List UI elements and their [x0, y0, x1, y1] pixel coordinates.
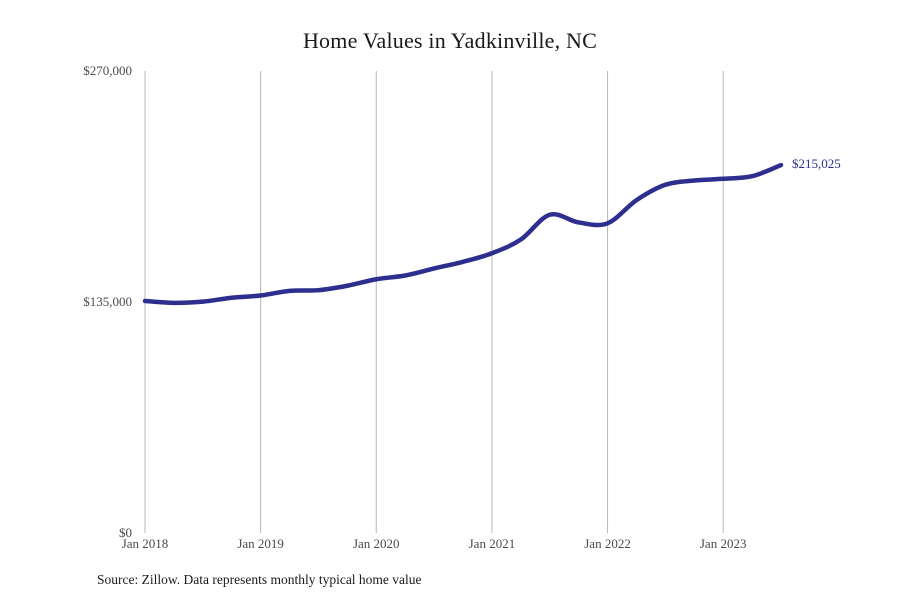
- x-tick-label-jan-2020: Jan 2020: [352, 536, 400, 551]
- series-line-typical-home-value: [142, 162, 784, 306]
- end-value-annotation: $215,025: [792, 156, 841, 172]
- y-tick-label: $270,000: [83, 63, 132, 78]
- x-tick-label-jan-2021: Jan 2021: [468, 536, 516, 551]
- y-tick-label: $135,000: [83, 294, 132, 309]
- gridlines: [144, 71, 724, 533]
- page-title: Home Values in Yadkinville, NC: [302, 28, 598, 53]
- x-tick-label-jan-2022: Jan 2022: [584, 536, 631, 551]
- x-tick-label-jan-2018: Jan 2018: [121, 536, 169, 551]
- y-tick-label: $0: [119, 525, 132, 540]
- x-tick-label-jan-2019: Jan 2019: [237, 536, 284, 551]
- source-note: Source: Zillow. Data represents monthly …: [97, 572, 422, 587]
- x-tick-label-jan-2023: Jan 2023: [699, 536, 747, 551]
